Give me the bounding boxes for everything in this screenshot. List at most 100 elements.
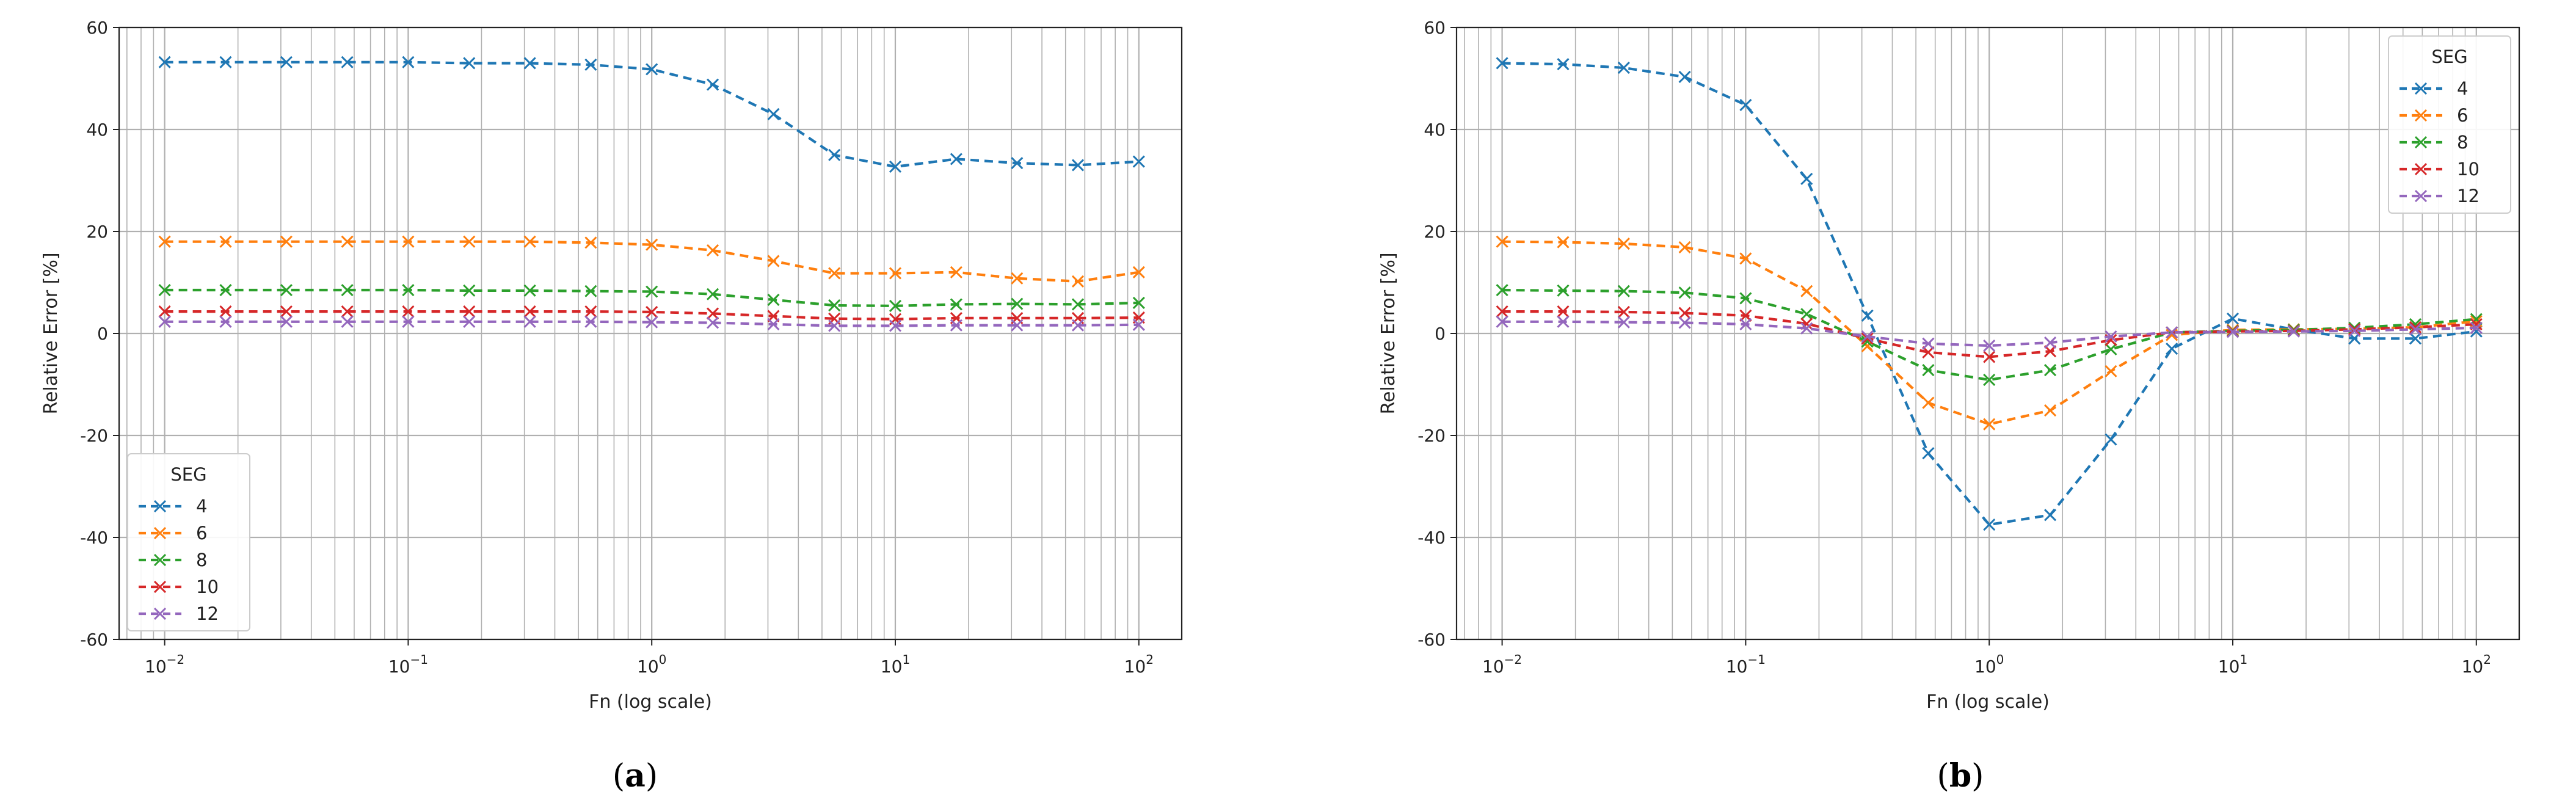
data-point	[828, 299, 841, 312]
series-6	[158, 235, 1145, 288]
series-line-6	[164, 240, 1140, 283]
data-point	[1800, 322, 1813, 335]
y-tick-label: 60	[1424, 18, 1446, 38]
data-point	[584, 285, 597, 297]
data-point	[1983, 418, 1996, 431]
data-point	[1861, 330, 1874, 343]
data-point	[1496, 57, 1508, 70]
data-point	[463, 235, 476, 248]
data-point	[1617, 316, 1630, 329]
data-point	[2043, 364, 2057, 377]
data-point	[1739, 309, 1752, 322]
y-axis-label: Relative Error [%]	[1378, 252, 1399, 414]
data-point	[402, 56, 415, 68]
series-lines	[158, 56, 1145, 332]
data-point	[1617, 305, 1630, 318]
data-point	[341, 305, 354, 318]
data-point	[158, 235, 171, 248]
series-line-10	[164, 310, 1139, 321]
data-point	[280, 315, 293, 328]
legend-entry-8: 8	[2400, 132, 2468, 153]
data-point	[219, 305, 232, 318]
series-line-12	[164, 320, 1139, 327]
data-point	[1617, 237, 1630, 250]
data-point	[1496, 235, 1508, 248]
data-point	[950, 266, 962, 278]
data-point	[523, 315, 536, 328]
y-tick-label: 40	[86, 120, 108, 140]
x-tick-label: 10−1	[1726, 652, 1766, 677]
x-tick-label: 102	[1124, 652, 1154, 677]
data-point	[2470, 313, 2483, 325]
data-point	[1011, 157, 1024, 170]
data-point	[463, 315, 476, 328]
legend-label: 6	[2457, 105, 2468, 126]
series-line-4	[1502, 62, 2477, 526]
data-point	[1739, 292, 1752, 305]
legend-label: 10	[196, 576, 219, 597]
data-point	[1557, 284, 1570, 297]
legend-entry-12: 12	[2400, 186, 2480, 206]
data-point	[828, 267, 841, 280]
data-point	[706, 244, 719, 256]
data-point	[2409, 332, 2422, 345]
data-point	[463, 284, 476, 297]
data-point	[158, 283, 171, 297]
y-tick-label: 20	[86, 222, 108, 242]
data-point	[2105, 343, 2117, 355]
data-point	[706, 316, 719, 329]
legend-entry-6: 6	[139, 523, 207, 544]
data-point	[1983, 351, 1996, 363]
data-point	[1071, 319, 1085, 332]
legend-title: SEG	[170, 464, 206, 485]
data-point	[463, 305, 476, 318]
data-point	[2043, 509, 2057, 522]
data-point	[767, 107, 780, 121]
y-tick-label: -20	[80, 426, 108, 446]
y-tick-label: 0	[97, 324, 108, 344]
y-tick-label: 40	[1424, 120, 1446, 140]
data-point	[767, 318, 780, 331]
data-point	[1800, 172, 1813, 186]
data-point	[219, 235, 232, 248]
x-tick-label: 100	[1974, 652, 2004, 677]
y-tick-label: 60	[86, 18, 108, 38]
legend-title: SEG	[2431, 46, 2467, 67]
data-point	[1800, 308, 1813, 321]
data-point	[767, 255, 780, 267]
y-tick-label: -40	[1417, 528, 1446, 548]
data-point	[706, 307, 719, 320]
data-point	[2409, 323, 2422, 336]
data-point	[2348, 323, 2361, 336]
legend-label: 10	[2457, 159, 2480, 180]
x-axis-label: Fn (log scale)	[589, 691, 712, 713]
chart-panel-a: -60 -40 -20 0 20 40 60 10−2 10−1 100 101 102 Fn (lo…	[40, 18, 1183, 795]
data-point	[1739, 98, 1752, 111]
legend: SEG 4 6 8 10 12	[127, 453, 250, 631]
legend-entry-4: 4	[139, 496, 207, 517]
data-point	[889, 160, 902, 173]
data-point	[2166, 326, 2178, 339]
x-tick-label: 100	[637, 652, 666, 677]
data-point	[158, 305, 171, 318]
data-point	[828, 319, 841, 332]
y-tick-label: -40	[80, 528, 108, 548]
axis-ticks: -60 -40 -20 0 20 40 60 10−2 10−1 100 101 102	[1417, 18, 2491, 677]
data-point	[1922, 396, 1935, 409]
data-point	[280, 56, 293, 68]
legend-label: 8	[2457, 132, 2468, 153]
data-point	[646, 285, 658, 298]
data-point	[1011, 319, 1024, 332]
data-point	[280, 235, 293, 248]
data-point	[2226, 325, 2239, 338]
axis-ticks: -60 -40 -20 0 20 40 60 10−2 10−1 100 101 102	[80, 18, 1154, 677]
data-point	[1011, 272, 1024, 285]
data-point	[341, 56, 354, 68]
legend-entry-8: 8	[139, 550, 207, 570]
series-line-4	[164, 60, 1139, 169]
series-lines	[1496, 57, 2483, 531]
data-point	[523, 284, 536, 297]
data-point	[2105, 330, 2117, 343]
series-12	[158, 315, 1145, 332]
data-point	[402, 235, 415, 248]
